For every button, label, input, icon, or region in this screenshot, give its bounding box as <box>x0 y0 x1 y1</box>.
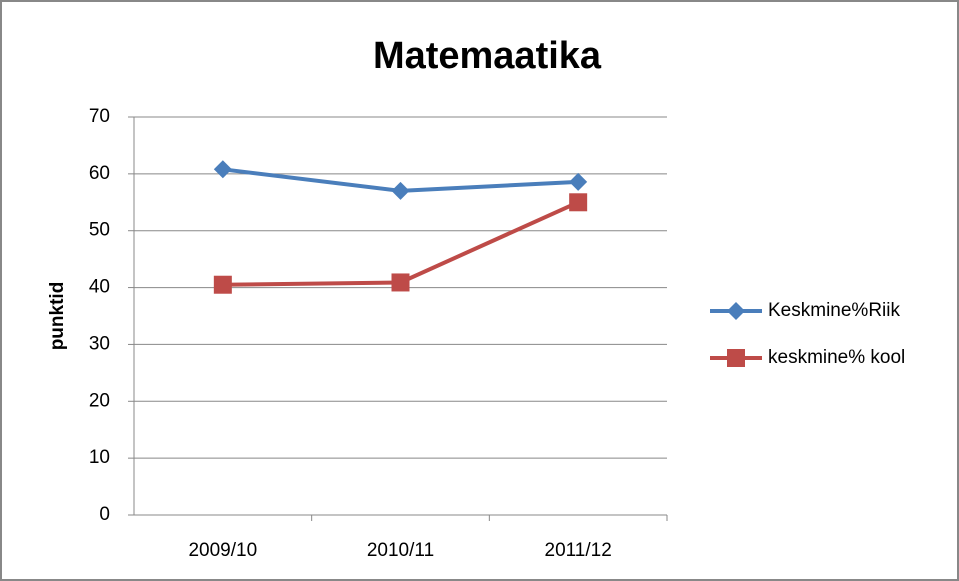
y-tick-label: 50 <box>89 220 110 241</box>
legend-label: Keskmine%Riik <box>768 300 900 321</box>
chart-title: Matemaatika <box>373 35 602 77</box>
marker <box>391 273 410 292</box>
x-tick-label: 2009/10 <box>188 540 257 561</box>
x-tick-label: 2011/12 <box>545 540 612 561</box>
y-tick-label: 0 <box>99 504 110 525</box>
marker <box>569 172 588 191</box>
legend-marker <box>727 349 745 367</box>
y-axis-label: punktid <box>47 282 68 351</box>
y-tick-label: 70 <box>89 106 110 127</box>
marker <box>213 275 232 294</box>
marker <box>569 193 588 212</box>
y-tick-label: 60 <box>89 163 110 184</box>
y-tick-label: 30 <box>89 333 110 354</box>
y-tick-label: 10 <box>89 447 110 468</box>
x-tick-label: 2010/11 <box>367 540 434 561</box>
legend-marker <box>727 302 745 320</box>
marker <box>213 160 232 179</box>
y-tick-label: 40 <box>89 277 110 298</box>
marker <box>391 181 410 200</box>
legend-label: keskmine% kool <box>768 347 905 368</box>
y-tick-label: 20 <box>89 390 110 411</box>
